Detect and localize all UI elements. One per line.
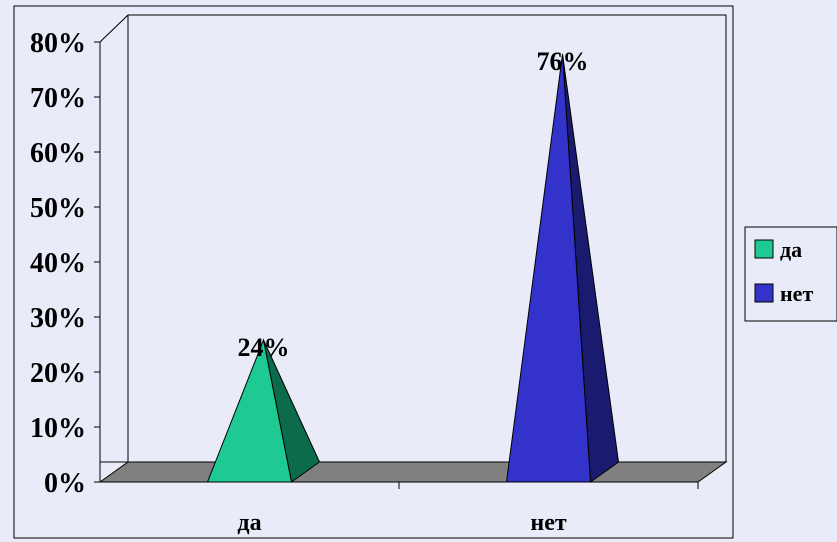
data-labels: 24% 76% — [238, 47, 589, 362]
plot-back-wall — [99, 14, 727, 463]
x-category-label: нет — [530, 510, 566, 536]
chart-floor — [98, 461, 728, 483]
legend: да нет — [744, 226, 837, 322]
x-axis-categories: да нет — [237, 482, 699, 536]
y-tick-label: 10% — [30, 413, 86, 444]
pyramid-front-face — [206, 338, 293, 483]
y-tick-label: 60% — [30, 138, 86, 169]
data-label: 76% — [537, 47, 589, 76]
y-tick-label: 30% — [30, 303, 86, 334]
y-tick-label: 80% — [30, 28, 86, 59]
chart-area-border — [13, 5, 734, 539]
y-tick-label: 20% — [30, 358, 86, 389]
y-tick-label: 40% — [30, 248, 86, 279]
x-category-label: да — [237, 510, 261, 536]
y-tick-label: 0% — [44, 468, 86, 499]
y-axis-ticks: 0% 10% 20% 30% 40% 50% 60% 70% 80% — [30, 28, 100, 499]
legend-swatch — [754, 283, 774, 303]
pyramid-series — [206, 53, 620, 483]
legend-label: да — [780, 237, 802, 262]
y-tick-label: 50% — [30, 193, 86, 224]
legend-swatch — [754, 239, 774, 259]
data-label: 24% — [238, 333, 290, 362]
y-tick-label: 70% — [30, 83, 86, 114]
pyramid-front-face — [505, 53, 592, 483]
legend-label: нет — [780, 281, 813, 306]
